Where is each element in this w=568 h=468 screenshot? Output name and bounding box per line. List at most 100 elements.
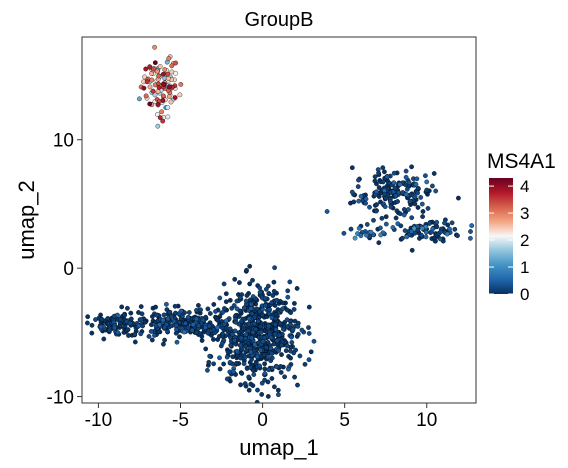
data-point (244, 267, 249, 273)
data-point (324, 209, 330, 214)
data-point (424, 187, 430, 193)
data-point (148, 329, 154, 334)
data-point (154, 68, 160, 74)
data-point (117, 316, 123, 322)
legend-tick-label: 4 (520, 177, 529, 196)
data-point (245, 328, 251, 334)
data-point (295, 324, 301, 329)
data-point (238, 335, 244, 341)
data-point (397, 182, 403, 187)
data-point (230, 354, 236, 360)
data-point (241, 326, 247, 332)
data-point (455, 233, 460, 239)
data-point (115, 330, 121, 335)
data-point (380, 165, 386, 171)
data-point (280, 300, 286, 306)
data-point (288, 322, 293, 328)
data-point (269, 351, 275, 356)
legend-tick-label: 3 (520, 204, 529, 223)
data-point (231, 369, 236, 375)
data-point (279, 342, 284, 348)
data-point (266, 367, 272, 373)
data-point (224, 376, 230, 382)
data-point (258, 347, 263, 353)
data-point (282, 374, 287, 380)
legend-tick-label: 0 (520, 285, 529, 304)
data-point (253, 327, 259, 332)
data-point (247, 365, 253, 370)
data-point (211, 337, 216, 342)
data-point (382, 169, 387, 175)
data-point (425, 206, 431, 211)
data-point (247, 263, 253, 269)
data-point (413, 181, 419, 187)
data-point (174, 327, 179, 332)
data-point (395, 199, 400, 204)
data-point (255, 318, 261, 324)
data-point (166, 84, 172, 90)
data-point (157, 115, 163, 120)
data-point (162, 67, 168, 72)
data-point (294, 286, 300, 291)
data-point (125, 327, 131, 332)
data-point (150, 88, 156, 94)
data-point (266, 311, 272, 316)
data-point (292, 374, 297, 380)
data-point (89, 322, 95, 328)
data-point (403, 191, 409, 197)
data-point (419, 201, 425, 207)
data-point (250, 294, 256, 299)
data-point (164, 301, 169, 307)
data-point (272, 384, 277, 390)
data-point (447, 226, 452, 232)
y-tick-label: 10 (53, 131, 74, 152)
data-point (101, 336, 107, 342)
data-point (284, 343, 290, 349)
data-point (196, 323, 201, 329)
data-point (249, 335, 255, 341)
data-point (260, 339, 266, 344)
data-point (154, 312, 160, 318)
data-point (449, 220, 455, 226)
data-point (161, 81, 166, 87)
data-point (394, 208, 400, 214)
data-point (153, 304, 158, 310)
data-point (115, 312, 120, 318)
data-point (190, 322, 196, 327)
data-point (364, 222, 370, 227)
data-point (224, 354, 230, 360)
data-point (203, 346, 209, 352)
data-point (263, 303, 268, 308)
data-point (194, 316, 199, 322)
data-point (165, 114, 171, 120)
data-point (348, 226, 354, 232)
data-point (367, 204, 372, 210)
data-point (382, 188, 387, 193)
data-point (168, 99, 174, 105)
data-point (363, 200, 368, 206)
data-point (151, 66, 156, 72)
data-point (433, 188, 439, 194)
data-point (211, 302, 217, 307)
data-point (238, 382, 243, 388)
data-point (262, 366, 268, 372)
data-point (138, 304, 144, 309)
data-point (374, 202, 379, 207)
data-point (225, 349, 231, 355)
data-point (251, 372, 257, 377)
data-point (452, 226, 458, 232)
data-point (220, 309, 226, 315)
x-axis-label: umap_1 (239, 435, 319, 460)
data-point (161, 341, 166, 347)
data-point (255, 387, 260, 393)
data-point (290, 327, 296, 333)
data-point (280, 306, 286, 312)
data-point (246, 387, 252, 393)
data-point (285, 288, 291, 294)
data-point (289, 340, 295, 345)
data-point (199, 338, 205, 343)
data-point (125, 305, 130, 311)
plot-panel-border (81, 36, 477, 404)
data-point (383, 214, 389, 220)
